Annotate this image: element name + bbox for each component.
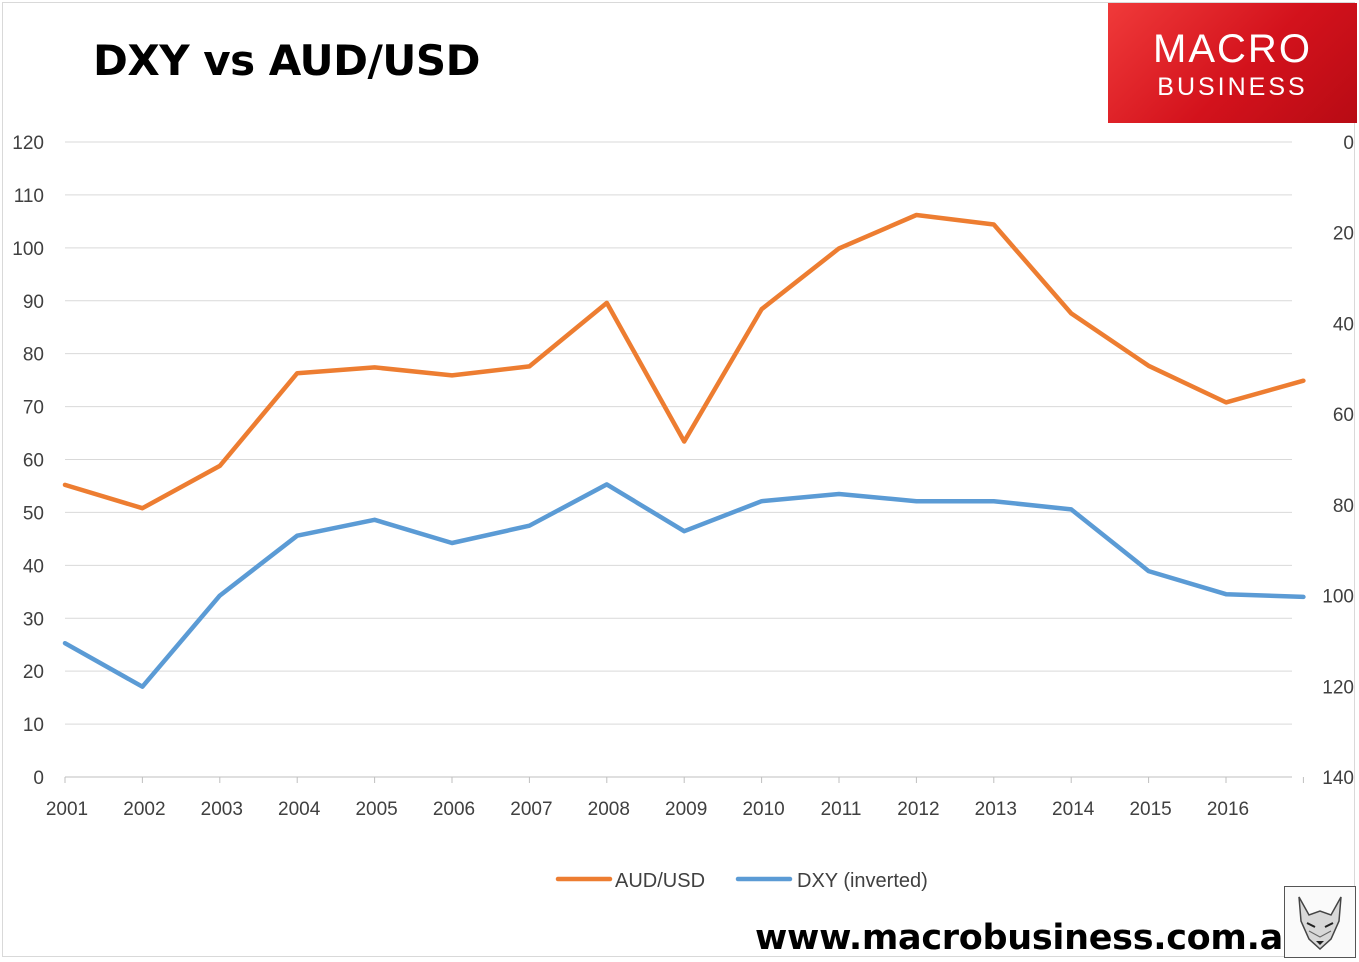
right-tick-label-140: 140 <box>1322 768 1354 789</box>
right-tick-label-20: 20 <box>1333 224 1354 245</box>
left-tick-label-0: 0 <box>33 768 44 789</box>
left-tick-label-40: 40 <box>23 556 44 577</box>
x-tick-label-2001: 2001 <box>46 799 88 820</box>
right-tick-label-40: 40 <box>1333 314 1354 335</box>
left-tick-label-80: 80 <box>23 345 44 366</box>
x-tick-label-2004: 2004 <box>278 799 321 820</box>
right-axis-ticks: 0 20 40 60 80 100 120 140 <box>1322 133 1354 789</box>
right-tick-label-80: 80 <box>1333 496 1354 517</box>
chart-title: DXY vs AUD/USD <box>93 36 481 85</box>
right-tick-label-60: 60 <box>1333 405 1354 426</box>
legend-label-1: DXY (inverted) <box>797 870 928 892</box>
logo-line-2: BUSINESS <box>1157 73 1308 101</box>
left-tick-label-20: 20 <box>23 662 44 683</box>
x-tick-label-2005: 2005 <box>355 799 397 820</box>
x-tick-label-2013: 2013 <box>975 799 1017 820</box>
x-axis-ticks: 2001 2002 2003 2004 2005 2006 2007 2008 2009 2010… <box>46 777 1304 820</box>
series-lines <box>62 212 1306 689</box>
left-tick-label-60: 60 <box>23 451 44 472</box>
legend: AUD/USD DXY (inverted) <box>555 870 928 892</box>
footer-url: www.macrobusiness.com.au <box>755 918 1308 958</box>
series-line-aud-usd <box>62 212 1306 511</box>
left-tick-label-30: 30 <box>23 609 44 630</box>
left-tick-label-70: 70 <box>23 398 44 419</box>
left-tick-label-120: 120 <box>12 133 44 154</box>
left-tick-label-90: 90 <box>23 292 44 313</box>
left-tick-label-10: 10 <box>23 715 44 736</box>
logo-line-1: MACRO <box>1153 27 1312 71</box>
legend-label-0: AUD/USD <box>615 870 705 892</box>
x-tick-label-2014: 2014 <box>1052 799 1095 820</box>
series-line-dxy-inverted <box>62 482 1306 689</box>
x-tick-label-2006: 2006 <box>433 799 475 820</box>
left-tick-label-50: 50 <box>23 503 44 524</box>
gridlines <box>65 141 1292 778</box>
x-tick-label-2003: 2003 <box>201 799 243 820</box>
x-tick-label-2011: 2011 <box>821 799 862 820</box>
left-tick-label-110: 110 <box>14 186 44 207</box>
x-tick-label-2015: 2015 <box>1129 799 1171 820</box>
fox-icon <box>1284 886 1356 958</box>
x-tick-label-2002: 2002 <box>123 799 165 820</box>
right-tick-label-100: 100 <box>1322 587 1354 608</box>
x-tick-label-2008: 2008 <box>588 799 630 820</box>
x-tick-label-2016: 2016 <box>1207 799 1249 820</box>
right-tick-label-120: 120 <box>1322 677 1354 698</box>
x-tick-label-2007: 2007 <box>510 799 552 820</box>
macrobusiness-logo: MACRO BUSINESS <box>1108 3 1357 123</box>
x-tick-label-2012: 2012 <box>897 799 939 820</box>
left-axis-ticks: 0 10 20 30 40 50 60 70 80 90 100 110 120 <box>12 133 44 789</box>
right-tick-label-0: 0 <box>1343 133 1354 154</box>
left-tick-label-100: 100 <box>12 239 44 260</box>
x-tick-label-2010: 2010 <box>742 799 784 820</box>
x-tick-label-2009: 2009 <box>665 799 707 820</box>
